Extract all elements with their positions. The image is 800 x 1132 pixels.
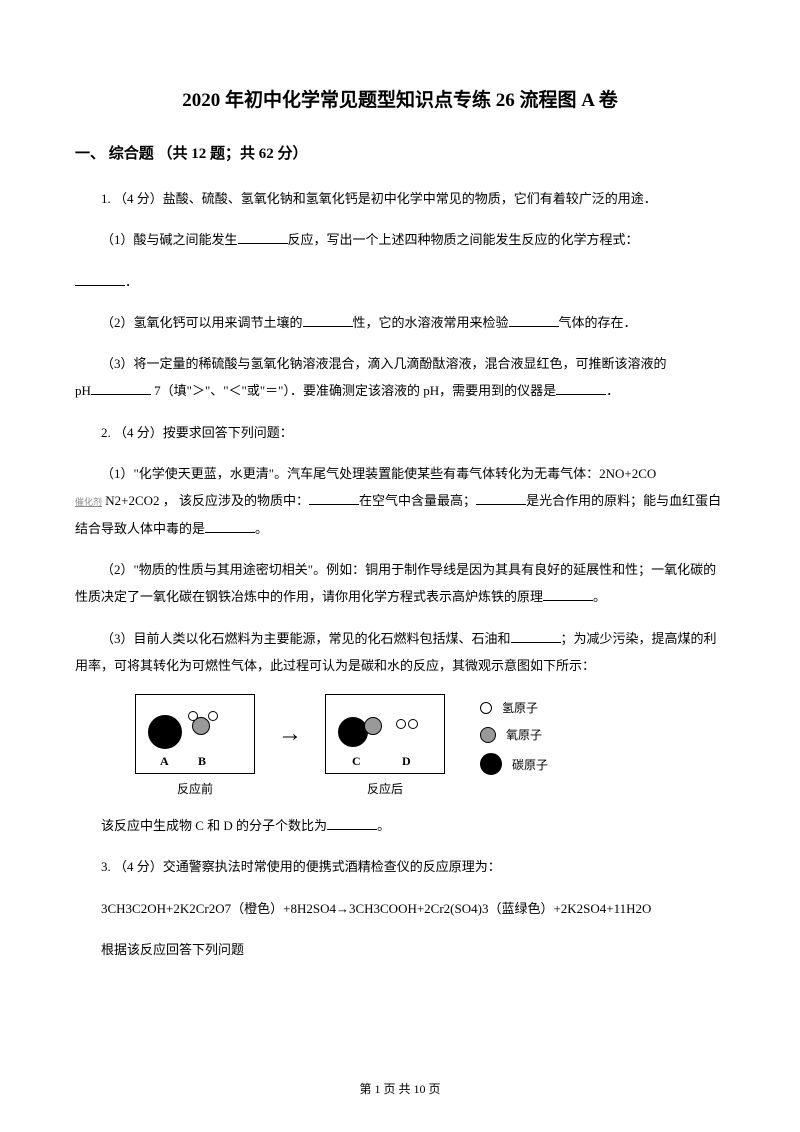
q2-part4: 该反应中生成物 C 和 D 的分子个数比为 。 [75,812,725,839]
label-d: D [402,754,411,769]
q1-p2-text-a: （2）氢氧化钙可以用来调节土壤的 [101,315,303,330]
atom-legend: 氢原子 氧原子 碳原子 [480,694,548,775]
q1-intro: 1. （4 分）盐酸、硫酸、氢氧化钠和氢氧化钙是初中化学中常见的物质，它们有着较… [75,185,725,212]
legend-row: 氧原子 [480,726,548,743]
q2-p1-text-e: 。 [255,521,268,536]
q3-intro: 3. （4 分）交通警察执法时常使用的便携式酒精检查仪的反应原理为： [75,853,725,880]
legend-h-label: 氢原子 [502,699,538,716]
section-header: 一、 综合题 （共 12 题；共 62 分） [75,142,725,163]
q2-part2: （2）"物质的性质与其用途密切相关"。例如：铜用于制作导线是因为其具有良好的延展… [75,556,725,611]
q2-p1-text-a: （1）"化学使天更蓝，水更清"。汽车尾气处理装置能使某些有毒气体转化为无毒气体：… [75,460,656,487]
blank [476,492,526,505]
blank [303,314,353,327]
q2-part1: （1）"化学使天更蓝，水更清"。汽车尾气处理装置能使某些有毒气体转化为无毒气体：… [75,460,725,542]
q3-equation: 3CH3C2OH+2K2Cr2O7（橙色）+8H2SO4→3CH3COOH+2C… [75,895,725,922]
blank [509,314,559,327]
q1-part3: （3）将一定量的稀硫酸与氢氧化钠溶液混合，滴入几滴酚酞溶液，混合液显红色，可推断… [75,350,725,405]
q2-p2-text-a: （2）"物质的性质与其用途密切相关"。例如：铜用于制作导线是因为其具有良好的延展… [75,562,716,604]
q1-part1: （1）酸与碱之间能发生 反应，写出一个上述四种物质之间能发生反应的化学方程式： [75,226,725,253]
q2-p2-text-b: 。 [593,589,606,604]
q2-intro: 2. （4 分）按要求回答下列问题： [75,419,725,446]
q2-p1-text-c: 在空气中含量最高； [359,493,476,508]
blank [556,382,606,395]
reaction-diagram: A B 反应前 → C D 反应后 氢原子 氧原子 碳原子 [135,694,725,797]
q1-p2-text-b: 性，它的水溶液常用来检验 [353,315,509,330]
label-a: A [160,754,169,769]
q2-p4-text-a: 该反应中生成物 C 和 D 的分子个数比为 [101,818,327,833]
q1-part2: （2）氢氧化钙可以用来调节土壤的 性，它的水溶液常用来检验 气体的存在． [75,309,725,336]
q1-p3-text-c: 7（填"＞"、"＜"或"＝"）．要准确测定该溶液的 pH，需要用到的仪器是 [151,383,556,398]
blank [91,382,151,395]
q1-part1-cont: ． [75,268,725,295]
carbon-atom-icon [338,717,368,747]
blank [309,492,359,505]
q2-p4-text-b: 。 [377,818,390,833]
q2-p1-text-b: N2+2CO2 ， 该反应涉及的物质中： [102,493,309,508]
document-title: 2020 年初中化学常见题型知识点专练 26 流程图 A 卷 [75,85,725,112]
blank [543,588,593,601]
hydrogen-atom-icon [396,719,406,729]
q1-p3-text-a: （3）将一定量的稀硫酸与氢氧化钠溶液混合，滴入几滴酚酞溶液，混合液显红色，可推断… [75,350,667,377]
q2-p3-text-a: （3）目前人类以化石燃料为主要能源，常见的化石燃料包括煤、石油和 [101,631,511,646]
q1-p1-text-b: 反应，写出一个上述四种物质之间能发生反应的化学方程式： [288,232,639,247]
blank [238,231,288,244]
blank [327,817,377,830]
legend-row: 碳原子 [480,753,548,775]
before-label: 反应前 [177,780,213,797]
q1-p1-text-a: （1）酸与碱之间能发生 [101,232,238,247]
carbon-legend-icon [480,753,502,775]
after-box: C D [325,694,445,774]
q2-part3: （3）目前人类以化石燃料为主要能源，常见的化石燃料包括煤、石油和；为减少污染，提… [75,625,725,680]
q1-p3-text-b: pH [75,383,91,398]
blank [205,520,255,533]
q1-p3-text-d: ． [606,383,619,398]
q1-p1-text-c: ． [125,274,138,289]
legend-c-label: 碳原子 [512,756,548,773]
blank [75,273,125,286]
blank [511,630,561,643]
hydrogen-legend-icon [480,702,492,714]
carbon-atom-icon [148,715,182,749]
hydrogen-atom-icon [408,719,418,729]
q1-p2-text-c: 气体的存在． [559,315,637,330]
hydrogen-atom-icon [208,711,218,721]
label-b: B [198,754,206,769]
after-box-container: C D 反应后 [325,694,445,797]
before-box-container: A B 反应前 [135,694,255,797]
after-label: 反应后 [367,780,403,797]
arrow-icon: → [278,694,302,774]
oxygen-legend-icon [480,727,496,743]
q3-part1: 根据该反应回答下列问题 [75,936,725,963]
legend-row: 氢原子 [480,699,548,716]
before-box: A B [135,694,255,774]
oxygen-atom-icon [364,717,382,735]
catalyst-label: 催化剂 [75,497,102,507]
page-footer: 第 1 页 共 10 页 [0,1080,800,1097]
legend-o-label: 氧原子 [506,726,542,743]
label-c: C [352,754,361,769]
